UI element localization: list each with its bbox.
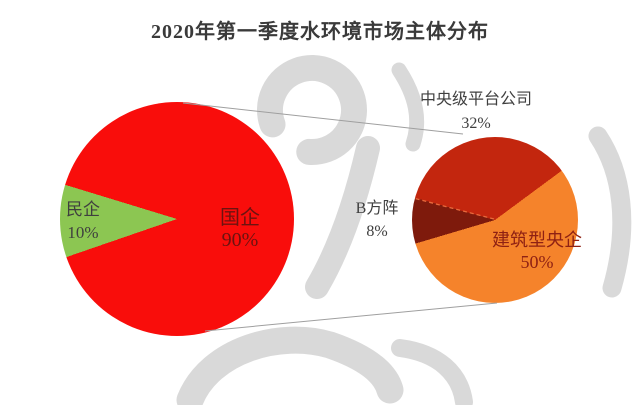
label-central-platform: 中央级平台公司 32% bbox=[420, 88, 532, 136]
main-pie bbox=[60, 102, 294, 336]
label-b-fangzhen-name: B方阵 bbox=[355, 200, 399, 217]
label-minqi: 民企 10% bbox=[66, 198, 100, 244]
label-guoqi: 国企 90% bbox=[220, 207, 260, 251]
label-central-platform-name: 中央级平台公司 bbox=[419, 91, 533, 108]
label-b-fangzhen-percent: 8% bbox=[366, 223, 388, 240]
label-guoqi-name: 国企 bbox=[220, 207, 260, 229]
label-central-platform-percent: 32% bbox=[461, 115, 491, 132]
label-minqi-percent: 10% bbox=[67, 223, 99, 242]
label-minqi-name: 民企 bbox=[66, 200, 100, 219]
label-guoqi-percent: 90% bbox=[221, 229, 259, 251]
breakdown-pie bbox=[412, 137, 578, 303]
chart-title: 2020年第一季度水环境市场主体分布 bbox=[151, 21, 489, 43]
label-jianzhu-yangqi-percent: 50% bbox=[520, 252, 554, 272]
label-jianzhu-yangqi: 建筑型央企 50% bbox=[492, 229, 582, 273]
label-b-fangzhen: B方阵 8% bbox=[356, 197, 399, 243]
label-jianzhu-yangqi-name: 建筑型央企 bbox=[492, 230, 582, 250]
